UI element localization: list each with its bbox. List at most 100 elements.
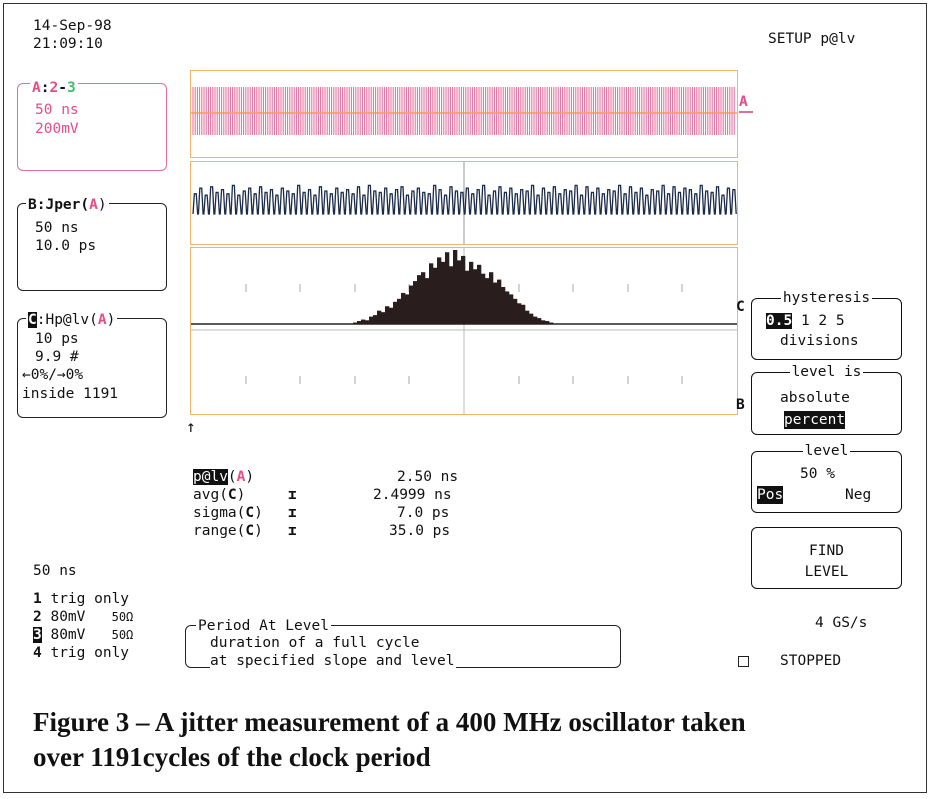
- histogram-bar: [549, 322, 554, 324]
- trace-c-marker: C: [736, 299, 745, 315]
- level-softkey[interactable]: level 50 % Pos Neg: [751, 443, 902, 513]
- level-title: level: [802, 443, 851, 459]
- trace-a-display[interactable]: [190, 70, 738, 158]
- histogram-bar: [393, 301, 398, 324]
- histogram-bar: [465, 270, 470, 324]
- histogram-bar: [373, 315, 378, 324]
- trace-a-waveform: [191, 87, 737, 135]
- trace-c-overflow: ←0%/→0%: [22, 367, 84, 383]
- sample-rate: 4 GS/s: [815, 615, 868, 631]
- meas-range-icon: ɪ: [288, 523, 297, 539]
- trace-c-count: 9.9 #: [35, 349, 79, 365]
- timebase-label: 50 ns: [33, 563, 77, 579]
- histogram-bar: [469, 261, 474, 324]
- histogram-bar: [533, 316, 538, 324]
- histogram-bar: [513, 298, 518, 324]
- histogram-bar: [449, 266, 454, 324]
- histogram-bar: [433, 267, 438, 324]
- help-line-2: at specified slope and level: [210, 652, 457, 670]
- histogram-bar: [377, 310, 382, 324]
- channel-4[interactable]: 4 trig only: [33, 645, 130, 661]
- histogram-bar: [541, 320, 546, 324]
- caption-line-2: over 1191cycles of the clock period: [33, 742, 431, 772]
- histogram-bar: [353, 322, 358, 324]
- channel-3[interactable]: 3 80mV 50Ω: [33, 627, 134, 643]
- trace-b-timebase: 50 ns: [35, 220, 79, 236]
- channel-2[interactable]: 2 80mV 50Ω: [33, 609, 134, 625]
- histogram-bar: [477, 264, 482, 324]
- histogram-bar: [489, 272, 494, 324]
- histogram-bar: [441, 261, 446, 324]
- histogram-bar: [505, 291, 510, 324]
- histogram-bar: [369, 316, 374, 324]
- hysteresis-softkey[interactable]: hysteresis 0.5 1 2 5 divisions: [751, 290, 902, 360]
- trace-b-waveform: [192, 162, 737, 244]
- histogram-bar: [493, 282, 498, 324]
- hysteresis-options: 0.5 1 2 5: [766, 313, 845, 329]
- histogram-bar: [401, 292, 406, 324]
- trace-b-marker: B: [736, 397, 745, 413]
- histogram-bar: [501, 287, 506, 324]
- meas-avg-label: avg(C): [193, 487, 246, 503]
- histogram-bar: [457, 260, 462, 324]
- histogram-bar: [409, 285, 414, 324]
- trace-c-inside: inside 1191: [22, 385, 119, 403]
- histogram-bar: [381, 312, 386, 324]
- level-is-softkey[interactable]: level is absolute percent: [751, 364, 902, 435]
- histogram-bar: [445, 252, 450, 324]
- caption-line-1: Figure 3 – A jitter measurement of a 400…: [33, 707, 746, 737]
- help-title: Period At Level: [196, 617, 331, 635]
- histogram-bar: [537, 318, 542, 324]
- trace-b-box[interactable]: B:Jper(A) 50 ns 10.0 ps: [17, 196, 167, 291]
- trace-a-box[interactable]: A:2-3 50 ns 200mV: [17, 79, 167, 171]
- screen-frame: [3, 3, 927, 793]
- level-neg: Neg: [845, 487, 872, 503]
- histogram-bar: [545, 321, 550, 324]
- histogram-bar: [361, 319, 366, 324]
- level-is-title: level is: [789, 364, 864, 380]
- trace-b-scale: 10.0 ps: [35, 238, 97, 254]
- find-level-line-1: FIND: [809, 543, 844, 559]
- meas-avg-icon: ɪ: [288, 487, 297, 503]
- histogram-bar: [461, 255, 466, 324]
- find-level-line-2: LEVEL: [804, 564, 849, 580]
- histogram-bar: [429, 263, 434, 324]
- meas-sigma-icon: ɪ: [288, 505, 297, 521]
- histogram-bar: [385, 306, 390, 324]
- status-indicator-icon: [738, 656, 749, 667]
- histogram-bar: [497, 279, 502, 324]
- meas-range-value: 35.0 ps: [389, 523, 451, 539]
- meas-p-value: 2.50 ns: [397, 469, 459, 485]
- trace-b-display[interactable]: [190, 161, 738, 245]
- histogram-bar: [365, 320, 370, 324]
- histogram-bar: [417, 275, 422, 324]
- find-level-button[interactable]: FIND LEVEL: [751, 527, 902, 589]
- trace-b-title: B:Jper(A): [26, 196, 109, 214]
- help-box: Period At Level duration of a full cycle…: [185, 617, 621, 670]
- channel-1[interactable]: 1 trig only: [33, 591, 130, 607]
- hysteresis-unit: divisions: [780, 333, 859, 349]
- date-label: 14-Sep-98: [33, 18, 112, 34]
- figure-caption: Figure 3 – A jitter measurement of a 400…: [33, 705, 913, 775]
- histogram-bar: [525, 310, 530, 324]
- time-label: 21:09:10: [33, 36, 103, 52]
- level-is-percent: percent: [784, 411, 846, 429]
- meas-sigma-label: sigma(C): [193, 505, 263, 521]
- meas-avg-value: 2.4999 ns: [373, 487, 452, 503]
- level-value: 50 %: [800, 466, 835, 482]
- histogram-bar: [509, 294, 514, 324]
- trace-c-box[interactable]: C:Hp@lv(A) 10 ps 9.9 # ←0%/→0% inside 11…: [17, 311, 167, 418]
- meas-sigma-value: 7.0 ps: [397, 505, 450, 521]
- trace-a-volts: 200mV: [35, 121, 79, 137]
- histogram-bar: [397, 298, 402, 324]
- trace-a-marker: A: [739, 94, 748, 110]
- histogram-bar: [517, 303, 522, 324]
- trace-a-level-line: [739, 111, 753, 113]
- trace-c-display[interactable]: [190, 247, 738, 415]
- histogram-bar: [453, 250, 458, 324]
- meas-p-label: p@lv(A): [193, 469, 255, 485]
- histogram-bar: [481, 273, 486, 324]
- level-pos: Pos: [757, 486, 784, 504]
- histogram-bar: [485, 278, 490, 324]
- histogram-bar: [473, 269, 478, 324]
